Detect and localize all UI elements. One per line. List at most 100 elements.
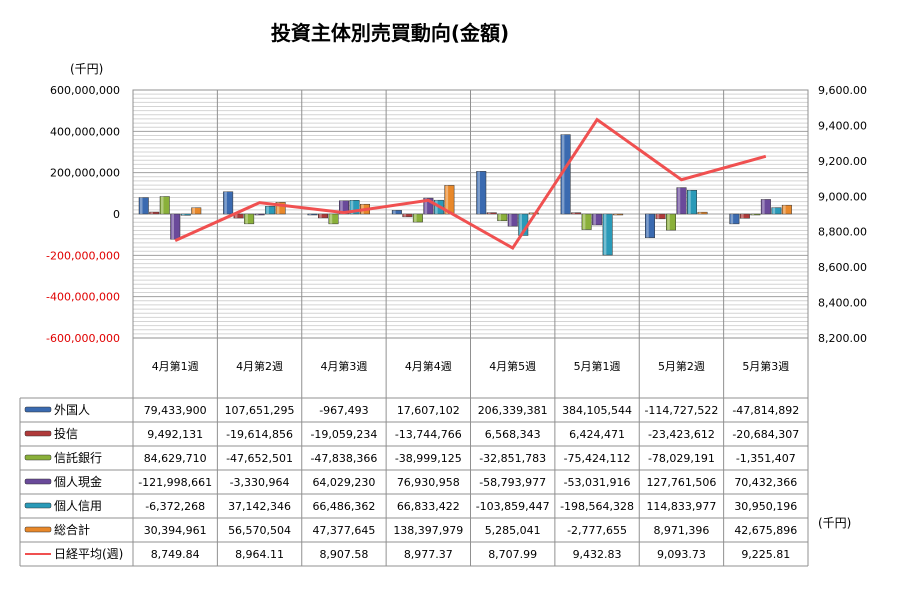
- bar-highlight: [572, 212, 575, 214]
- category-label: 4月第3週: [320, 359, 367, 373]
- bar-highlight: [593, 214, 596, 225]
- bar-highlight: [424, 198, 428, 214]
- bar-highlight: [509, 214, 512, 227]
- table-cell: 30,950,196: [734, 500, 797, 513]
- table-cell: -47,814,892: [732, 404, 799, 417]
- bar-3-4: [507, 213, 518, 227]
- right-tick-label: 9,400.00: [818, 119, 867, 132]
- bar-2-7: [750, 213, 761, 216]
- table-cell: -53,031,916: [564, 476, 631, 489]
- table-cell: 8,977.37: [404, 548, 453, 561]
- bar-highlight: [730, 214, 734, 224]
- table-cell: 79,433,900: [144, 404, 207, 417]
- table-cell: -114,727,522: [644, 404, 718, 417]
- bar-4-0: [180, 213, 191, 216]
- bar-highlight: [329, 214, 333, 224]
- bar-1-6: [655, 213, 666, 220]
- category-label: 4月第2週: [236, 359, 283, 373]
- bar-1-1: [233, 213, 244, 219]
- bar-2-1: [244, 213, 255, 225]
- table-cell: 8,971,396: [653, 524, 709, 537]
- bar-highlight: [140, 197, 143, 214]
- bar-4-1: [265, 206, 276, 215]
- bar-3-7: [760, 199, 771, 215]
- bar-highlight: [646, 214, 649, 238]
- bar-1-5: [571, 212, 582, 215]
- table-cell: 30,394,961: [144, 524, 207, 537]
- table-cell: -38,999,125: [395, 452, 462, 465]
- table-cell: 66,833,422: [397, 500, 460, 513]
- bar-2-4: [497, 213, 508, 222]
- table-cell: 138,397,979: [393, 524, 463, 537]
- bar-5-6: [697, 211, 708, 215]
- bar-highlight: [688, 190, 691, 214]
- table-cell: -1,351,407: [736, 452, 796, 465]
- bar-2-5: [581, 213, 592, 230]
- right-tick-label: 8,400.00: [818, 297, 867, 310]
- right-tick-label: 9,600.00: [818, 84, 867, 97]
- table-cell: 114,833,977: [646, 500, 716, 513]
- table-cell: -3,330,964: [230, 476, 290, 489]
- bar-highlight: [677, 187, 681, 214]
- category-label: 4月第1週: [152, 359, 199, 373]
- bar-0-7: [729, 213, 740, 225]
- category-label: 5月第2週: [658, 359, 705, 373]
- bar-highlight: [477, 171, 480, 214]
- bar-highlight: [403, 214, 407, 217]
- bar-highlight: [698, 212, 702, 214]
- bar-3-6: [676, 187, 687, 215]
- bar-highlight: [393, 210, 396, 214]
- category-label: 5月第1週: [574, 359, 621, 373]
- bar-2-3: [412, 213, 423, 223]
- bar-highlight: [435, 200, 438, 214]
- legend-swatch: [24, 406, 52, 413]
- table-cell: 384,105,544: [562, 404, 632, 417]
- bar-5-5: [613, 213, 624, 216]
- bar-highlight: [741, 214, 744, 219]
- left-tick-label: -400,000,000: [46, 291, 120, 304]
- table-cell: -103,859,447: [476, 500, 550, 513]
- left-tick-label: 600,000,000: [50, 84, 120, 97]
- legend-label: 個人信用: [54, 499, 102, 513]
- bar-1-2: [318, 213, 328, 219]
- table-cell: 8,707.99: [488, 548, 537, 561]
- legend-swatch: [24, 502, 52, 509]
- table-cell: 9,093.73: [657, 548, 706, 561]
- bar-4-6: [687, 190, 697, 215]
- legend-swatch: [24, 454, 52, 461]
- bar-highlight: [276, 202, 280, 214]
- bar-highlight: [234, 214, 238, 219]
- table-cell: -75,424,112: [564, 452, 631, 465]
- bar-highlight: [667, 214, 670, 231]
- left-tick-label: 200,000,000: [50, 167, 120, 180]
- category-label: 4月第4週: [405, 359, 452, 373]
- legend-label: 総合計: [54, 522, 90, 537]
- legend-label: 日経平均(週): [54, 547, 123, 561]
- left-tick-label: 0: [113, 208, 120, 221]
- table-cell: -20,684,307: [732, 428, 799, 441]
- bar-1-0: [149, 211, 160, 215]
- legend-label: 投信: [54, 426, 78, 441]
- nikkei-line: [174, 117, 767, 251]
- bar-4-2: [349, 200, 360, 215]
- bar-highlight: [751, 214, 755, 215]
- plot-area: [132, 89, 809, 339]
- chart-title: 投資主体別売買動向(金額): [271, 21, 509, 45]
- table-cell: 17,607,102: [397, 404, 460, 417]
- bar-highlight: [308, 214, 312, 215]
- bar-5-3: [444, 185, 455, 215]
- table-cell: 84,629,710: [144, 452, 207, 465]
- legend-swatch: [24, 478, 52, 485]
- legend-swatch: [24, 526, 52, 533]
- bar-highlight: [224, 191, 227, 214]
- table-cell: 42,675,896: [734, 524, 797, 537]
- bar-highlight: [772, 207, 776, 214]
- bar-0-6: [645, 213, 655, 238]
- right-tick-label: 8,800.00: [818, 226, 867, 239]
- bar-highlight: [192, 207, 195, 214]
- bar-5-7: [781, 204, 792, 215]
- bar-2-6: [666, 213, 676, 231]
- table-cell: 9,492,131: [147, 428, 203, 441]
- bar-5-0: [191, 207, 202, 215]
